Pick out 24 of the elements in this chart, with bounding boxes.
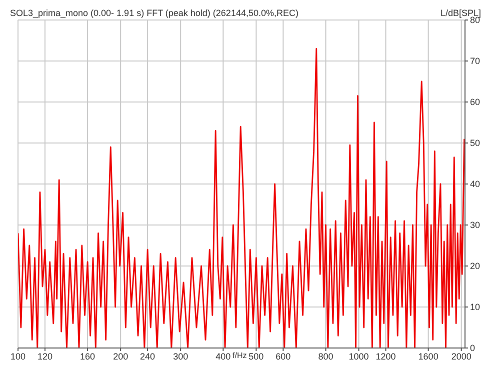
x-tick-label: 300 (173, 351, 188, 362)
x-tick-label: 240 (140, 351, 156, 362)
x-tick-label: 800 (318, 351, 334, 362)
y-tick-label: 30 (470, 220, 480, 230)
x-tick-label: 160 (80, 351, 96, 362)
x-tick-label: 1200 (376, 351, 396, 362)
x-tick-label: 500 (248, 351, 264, 362)
x-tick-label: 120 (37, 351, 52, 362)
x-tick-label: 1600 (418, 351, 438, 362)
y-tick-label: 60 (470, 97, 480, 108)
x-axis-title: f/Hz (232, 351, 247, 360)
x-tick-label: 1000 (348, 351, 369, 362)
y-tick-label: 10 (470, 302, 480, 312)
x-tick-label: 400 (216, 351, 231, 362)
x-tick-label: 200 (113, 351, 128, 362)
y-tick-label: 70 (470, 56, 480, 66)
y-tick-label: 40 (470, 179, 480, 190)
y-tick-label: 20 (470, 261, 480, 272)
y-tick-label: 0 (470, 343, 476, 354)
x-tick-label: 600 (276, 351, 291, 362)
chart-title: SOL3_prima_mono (0.00- 1.91 s) FFT (peak hold) (262144,50.0%,REC) (10, 8, 298, 18)
x-tick-label: 100 (10, 351, 26, 362)
x-tick-label: 2000 (451, 351, 472, 362)
y-tick-label: 50 (470, 138, 480, 148)
